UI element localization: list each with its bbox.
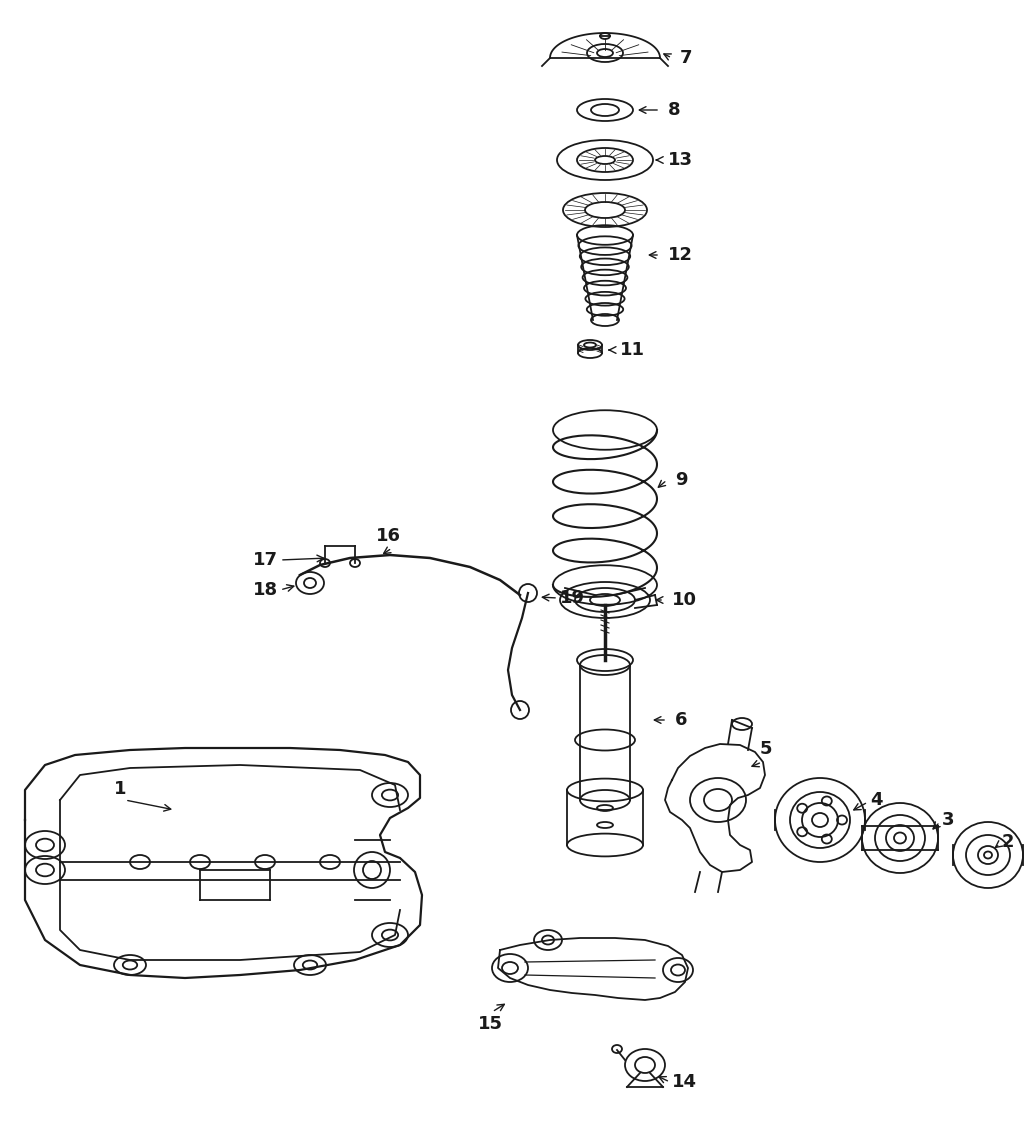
Text: 9: 9 [675, 471, 687, 489]
Text: 15: 15 [478, 1015, 502, 1033]
Text: 14: 14 [672, 1073, 697, 1091]
Text: 3: 3 [942, 811, 954, 828]
Text: 7: 7 [680, 49, 692, 67]
Text: 5: 5 [760, 740, 772, 758]
Text: 6: 6 [675, 711, 687, 729]
Text: 8: 8 [668, 101, 681, 119]
Text: 16: 16 [376, 527, 401, 545]
Text: 17: 17 [253, 551, 278, 569]
Text: 11: 11 [620, 341, 645, 358]
Text: 4: 4 [870, 791, 882, 809]
Text: 2: 2 [1002, 833, 1015, 851]
Text: 13: 13 [668, 151, 693, 170]
Text: 18: 18 [253, 582, 278, 599]
Text: 19: 19 [560, 589, 585, 607]
Text: 12: 12 [668, 246, 693, 264]
Text: 10: 10 [672, 591, 697, 609]
Text: 1: 1 [114, 780, 126, 798]
